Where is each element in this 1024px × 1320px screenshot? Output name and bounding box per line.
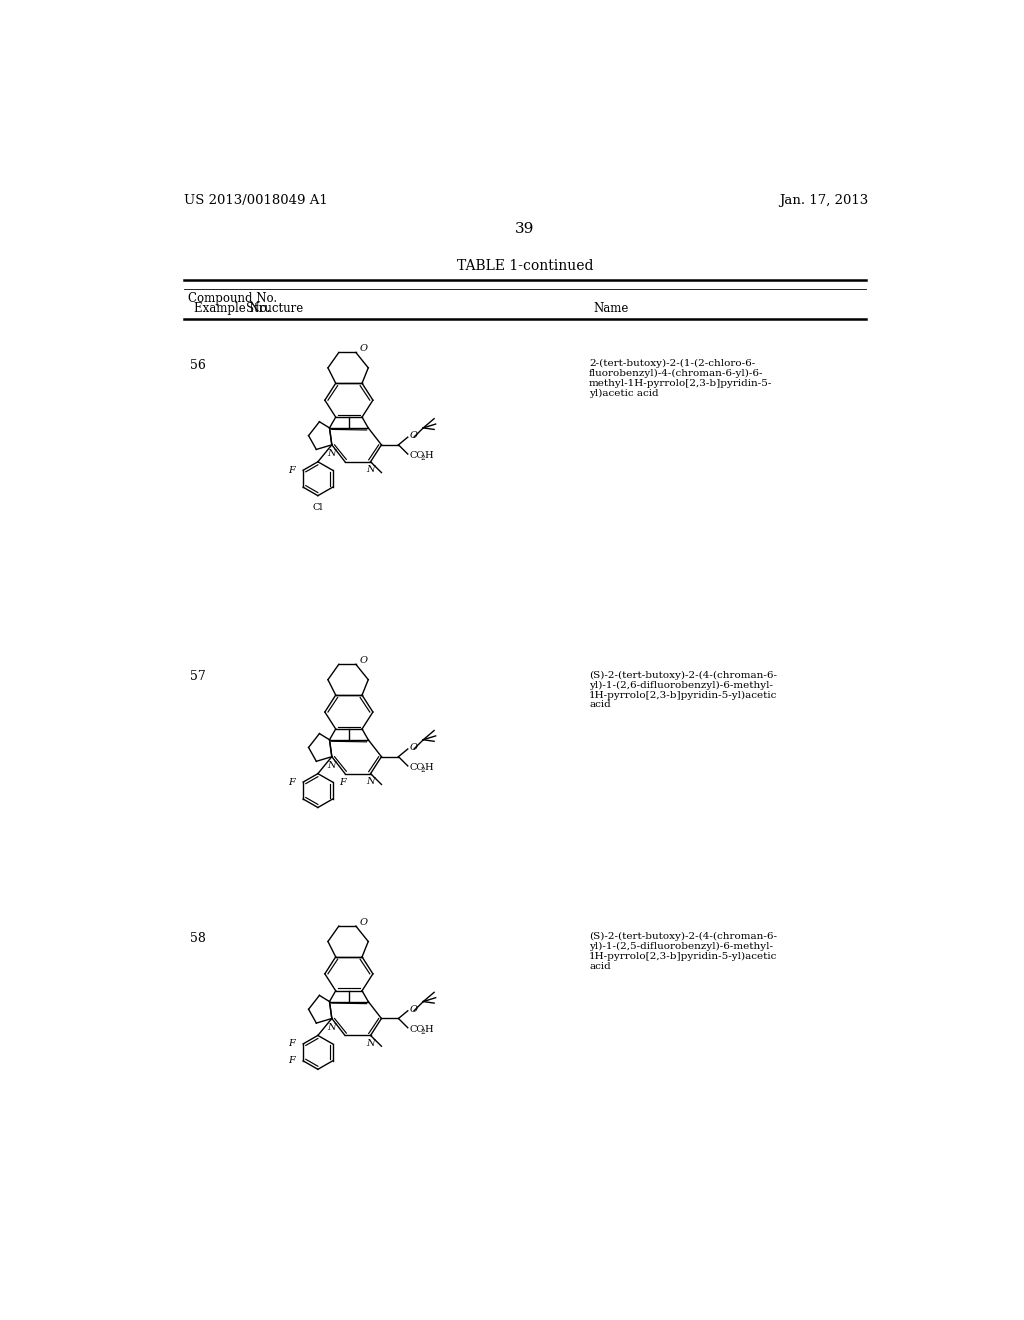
Text: Example No.: Example No.	[194, 302, 270, 314]
Text: Name: Name	[593, 302, 629, 314]
Text: 39: 39	[515, 222, 535, 236]
Text: Cl: Cl	[312, 503, 324, 512]
Text: 2: 2	[420, 454, 425, 462]
Text: F: F	[339, 777, 345, 787]
Text: TABLE 1-continued: TABLE 1-continued	[457, 259, 593, 273]
Text: (S)-2-(tert-butoxy)-2-(4-(chroman-6-: (S)-2-(tert-butoxy)-2-(4-(chroman-6-	[589, 671, 777, 680]
Text: 57: 57	[189, 671, 206, 684]
Text: acid: acid	[589, 701, 611, 709]
Text: O: O	[359, 656, 368, 665]
Text: yl)-1-(2,6-difluorobenzyl)-6-methyl-: yl)-1-(2,6-difluorobenzyl)-6-methyl-	[589, 681, 773, 689]
Text: N: N	[328, 1023, 336, 1032]
Text: (S)-2-(tert-butoxy)-2-(4-(chroman-6-: (S)-2-(tert-butoxy)-2-(4-(chroman-6-	[589, 932, 777, 941]
Text: H: H	[424, 1024, 433, 1034]
Text: 2-(tert-butoxy)-2-(1-(2-chloro-6-: 2-(tert-butoxy)-2-(1-(2-chloro-6-	[589, 359, 756, 368]
Text: F: F	[289, 777, 295, 787]
Text: yl)-1-(2,5-difluorobenzyl)-6-methyl-: yl)-1-(2,5-difluorobenzyl)-6-methyl-	[589, 942, 773, 952]
Text: N: N	[328, 762, 336, 771]
Text: N: N	[328, 449, 336, 458]
Text: Structure: Structure	[246, 302, 303, 314]
Text: 2: 2	[420, 766, 425, 774]
Text: N: N	[367, 1039, 375, 1048]
Text: US 2013/0018049 A1: US 2013/0018049 A1	[183, 194, 328, 207]
Text: CO: CO	[410, 451, 425, 461]
Text: Compound No.: Compound No.	[188, 293, 278, 305]
Text: F: F	[289, 466, 295, 475]
Text: Jan. 17, 2013: Jan. 17, 2013	[779, 194, 868, 207]
Text: 2: 2	[420, 1027, 425, 1036]
Text: O: O	[410, 432, 418, 440]
Text: N: N	[367, 465, 375, 474]
Text: yl)acetic acid: yl)acetic acid	[589, 388, 658, 397]
Text: O: O	[359, 917, 368, 927]
Text: acid: acid	[589, 962, 611, 972]
Text: H: H	[424, 763, 433, 772]
Text: 1H-pyrrolo[2,3-b]pyridin-5-yl)acetic: 1H-pyrrolo[2,3-b]pyridin-5-yl)acetic	[589, 952, 777, 961]
Text: CO: CO	[410, 1024, 425, 1034]
Text: F: F	[289, 1039, 295, 1048]
Text: O: O	[359, 345, 368, 352]
Text: F: F	[289, 1056, 295, 1065]
Text: 1H-pyrrolo[2,3-b]pyridin-5-yl)acetic: 1H-pyrrolo[2,3-b]pyridin-5-yl)acetic	[589, 690, 777, 700]
Text: H: H	[424, 451, 433, 461]
Text: N: N	[367, 776, 375, 785]
Text: O: O	[410, 1005, 418, 1014]
Text: 56: 56	[189, 359, 206, 372]
Text: CO: CO	[410, 763, 425, 772]
Text: methyl-1H-pyrrolo[2,3-b]pyridin-5-: methyl-1H-pyrrolo[2,3-b]pyridin-5-	[589, 379, 772, 388]
Text: 58: 58	[189, 932, 206, 945]
Text: O: O	[410, 743, 418, 752]
Text: fluorobenzyl)-4-(chroman-6-yl)-6-: fluorobenzyl)-4-(chroman-6-yl)-6-	[589, 368, 764, 378]
